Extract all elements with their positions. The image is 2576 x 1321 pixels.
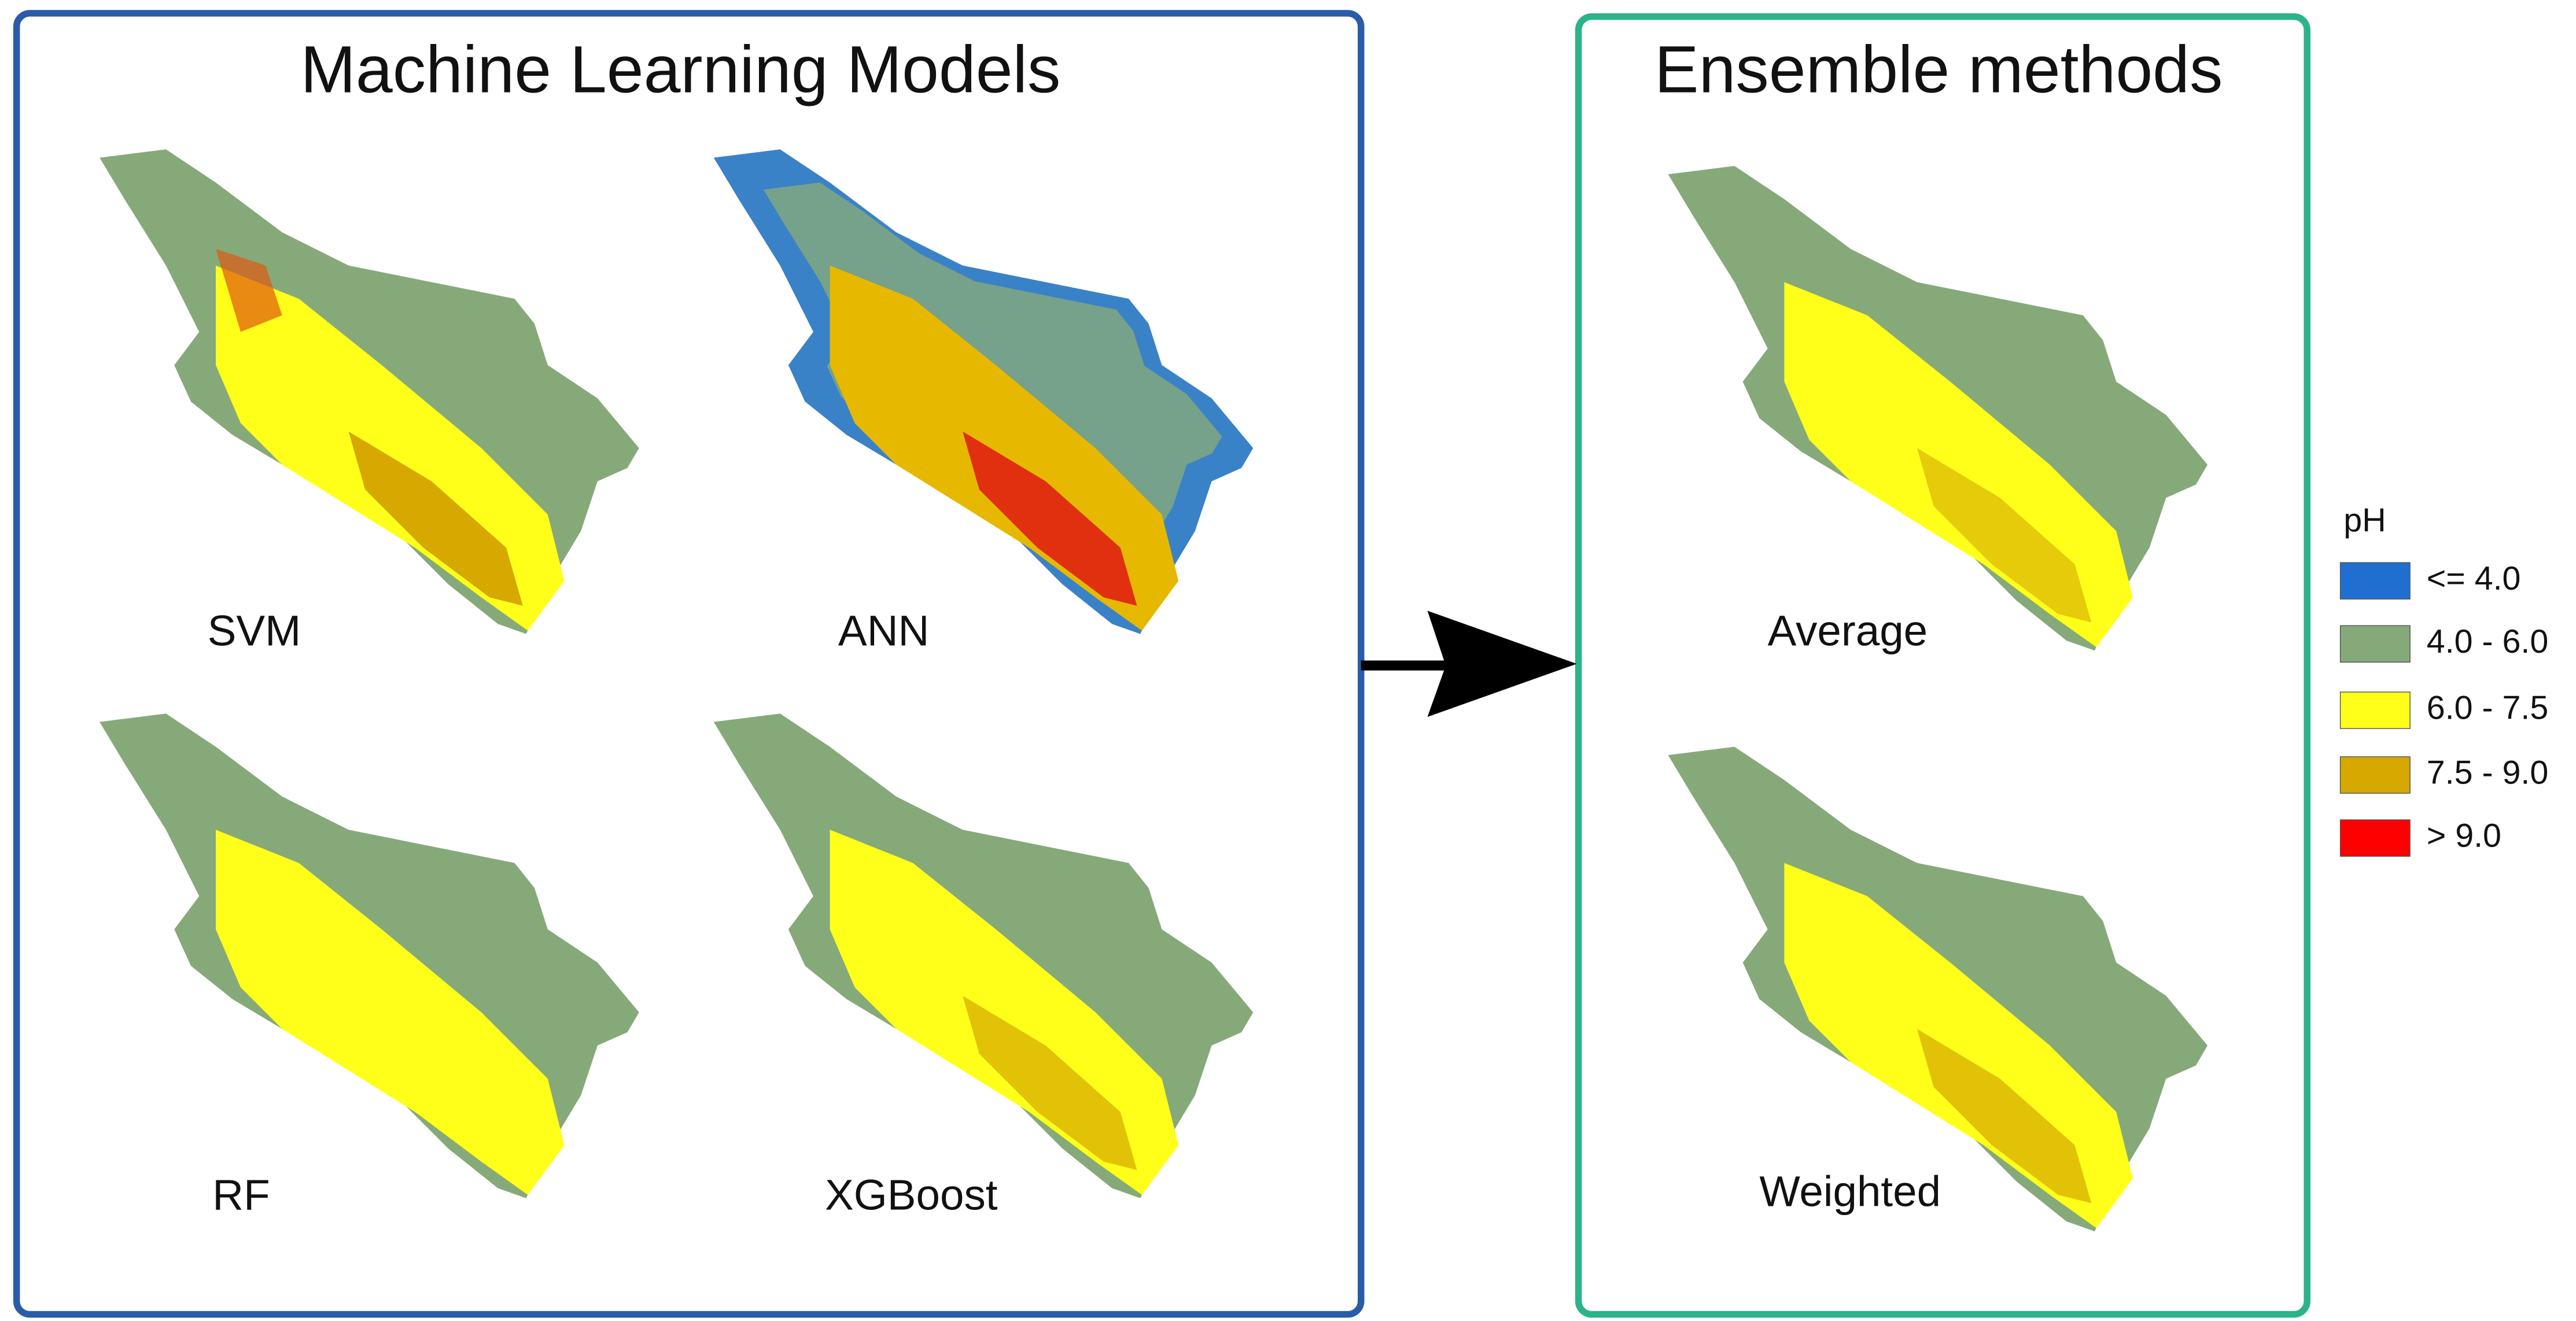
legend-label: 4.0 - 6.0	[2427, 623, 2548, 660]
map-label: SVM	[208, 606, 301, 654]
right-panel-frame	[1575, 13, 2310, 1318]
legend-title: pH	[2343, 502, 2386, 539]
legend-swatch	[2339, 625, 2411, 663]
right-panel-title: Ensemble methods	[1654, 32, 2223, 106]
left-panel-title: Machine Learning Models	[300, 32, 1060, 106]
legend-label: 7.5 - 9.0	[2427, 755, 2548, 792]
arrow	[1361, 610, 1577, 717]
map-label: Average	[1768, 606, 1928, 654]
map-xgboost	[713, 713, 1254, 1198]
map-average	[1668, 165, 2208, 651]
legend-label: 6.0 - 7.5	[2427, 690, 2548, 727]
legend-label: <= 4.0	[2427, 560, 2521, 597]
legend-swatch	[2339, 562, 2411, 600]
legend: pH <= 4.0 4.0 - 6.0 6.0 - 7.5 7.5 - 9.0 > 9.…	[2339, 502, 2548, 857]
map-rf	[99, 713, 639, 1198]
map-label: RF	[212, 1170, 270, 1219]
map-label: Weighted	[1759, 1167, 1941, 1216]
legend-label: > 9.0	[2427, 818, 2501, 855]
map-label: XGBoost	[825, 1170, 998, 1219]
map-svm	[99, 149, 639, 634]
legend-swatch	[2339, 756, 2411, 794]
map-weighted	[1668, 746, 2208, 1232]
map-ann	[713, 149, 1254, 634]
legend-swatch	[2339, 691, 2411, 729]
map-label: ANN	[838, 606, 929, 654]
legend-swatch	[2339, 819, 2411, 857]
